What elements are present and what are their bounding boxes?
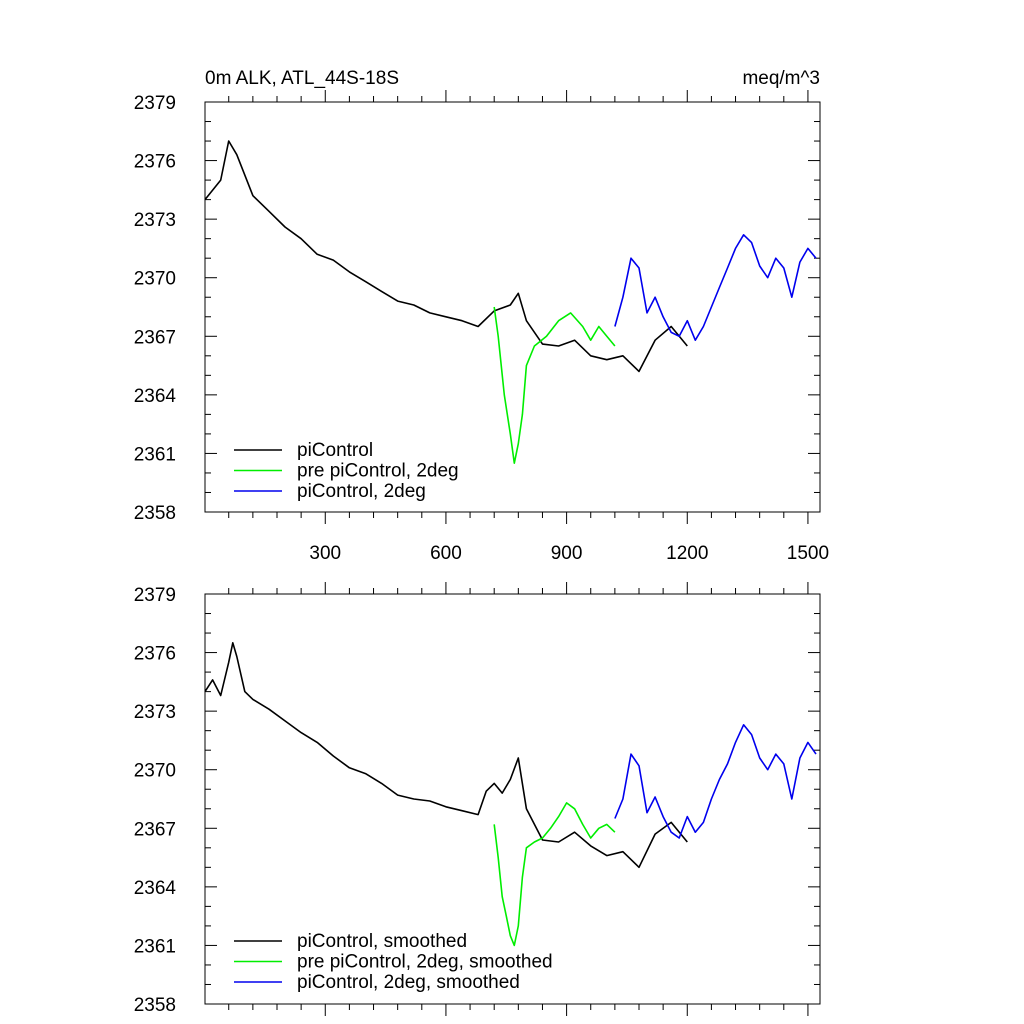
y-tick-label: 2373 [134, 702, 176, 723]
axis-ticks: 2358 2361 2364 2367 2370 2373 2376 2379 [134, 582, 820, 1016]
series-line-0 [204, 641, 688, 869]
plot-frame [204, 593, 821, 1005]
y-tick-label: 2358 [134, 995, 176, 1016]
x-tick-label: 600 [430, 543, 462, 564]
series-line-1 [493, 802, 616, 947]
series-lines [204, 140, 817, 465]
legend-label: piControl, smoothed [297, 931, 467, 952]
chart-units: meq/m^3 [742, 68, 820, 89]
series-line-2 [614, 723, 817, 839]
x-tick-label: 900 [551, 543, 583, 564]
x-tick-label: 1500 [787, 543, 829, 564]
legend-label: piControl, 2deg, smoothed [297, 972, 520, 993]
y-tick-label: 2370 [134, 761, 176, 782]
y-tick-label: 2361 [134, 444, 176, 465]
legend-label: pre piControl, 2deg [297, 461, 459, 482]
series-lines [204, 641, 817, 947]
y-tick-label: 2364 [134, 386, 177, 407]
series-line-2 [614, 234, 817, 342]
x-tick-label: 300 [309, 543, 341, 564]
y-tick-label: 2373 [134, 210, 176, 231]
axis-ticks: 2358 2361 2364 2367 2370 2373 2376 2379 300 600 90… [134, 90, 829, 564]
y-tick-label: 2370 [134, 269, 176, 290]
x-tick-label: 1200 [666, 543, 708, 564]
plot-frame [204, 101, 821, 513]
series-line-1 [493, 306, 616, 465]
series-line-0 [204, 140, 688, 373]
y-tick-label: 2358 [134, 503, 176, 524]
legend-label: piControl, 2deg [297, 481, 426, 502]
legend-label: pre piControl, 2deg, smoothed [297, 952, 553, 973]
chart-title: 0m ALK, ATL_44S-18S [205, 68, 399, 89]
y-tick-label: 2379 [134, 93, 176, 114]
y-tick-label: 2367 [134, 819, 176, 840]
legend-label: piControl [297, 440, 373, 461]
bottom-panel: 2358 2361 2364 2367 2370 2373 2376 2379 piContr… [134, 582, 821, 1016]
y-tick-label: 2376 [134, 644, 176, 665]
y-tick-label: 2361 [134, 936, 176, 957]
top-panel: 0m ALK, ATL_44S-18S meq/m^3 2358 2361 2364… [134, 68, 829, 564]
y-tick-label: 2376 [134, 152, 176, 173]
y-tick-label: 2367 [134, 327, 176, 348]
y-tick-label: 2364 [134, 878, 177, 899]
y-tick-label: 2379 [134, 585, 176, 606]
